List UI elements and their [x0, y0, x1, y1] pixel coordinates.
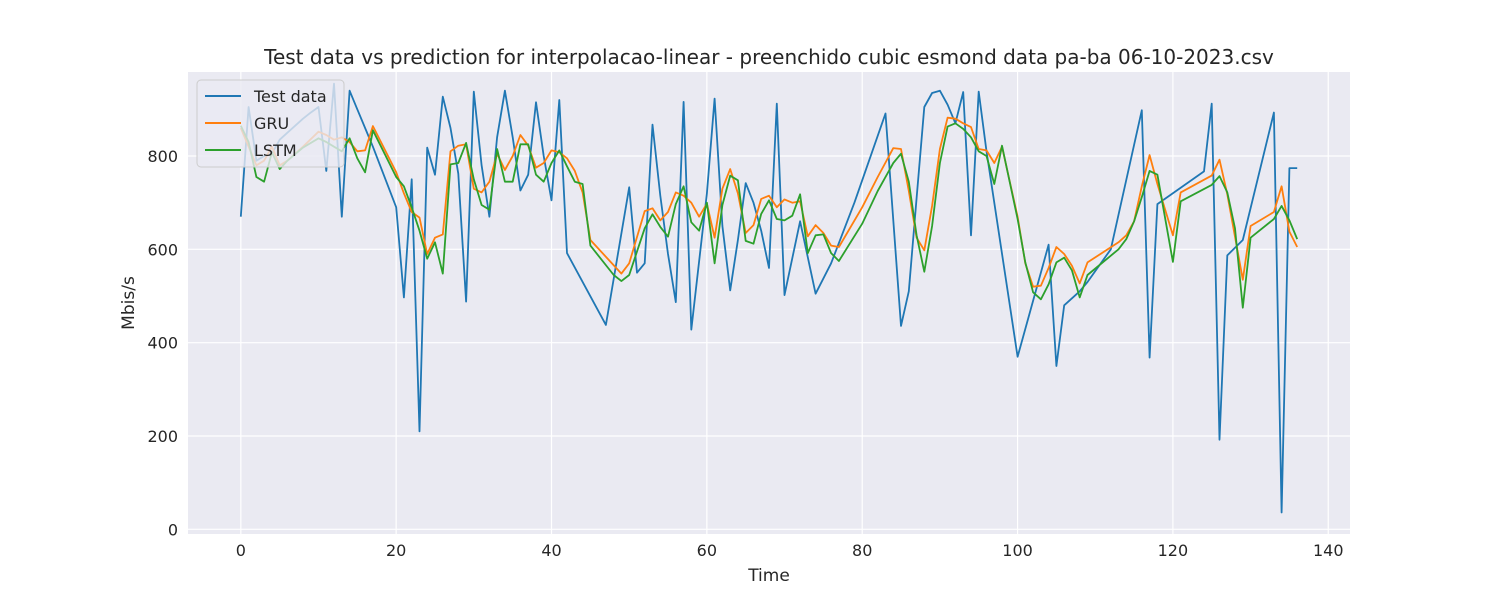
plot-background: [188, 72, 1350, 534]
series-line-lstm: [239, 122, 1299, 309]
legend-box: [196, 79, 345, 168]
series-line-gru: [239, 116, 1299, 288]
y-tick-label: 400: [147, 334, 178, 353]
x-tick-label: 140: [1313, 541, 1344, 560]
y-tick-labels: 0 200 400 600 800: [147, 147, 178, 539]
x-tick-label: 120: [1158, 541, 1189, 560]
chart-title: Test data vs prediction for interpolacao…: [263, 45, 1274, 69]
series-line-test-data: [239, 82, 1298, 514]
series-layer: [239, 82, 1299, 514]
x-tick-labels: 0 20 40 60 80 100 120 140: [236, 541, 1344, 560]
grid: [188, 72, 1350, 534]
legend-label: Test data: [253, 87, 327, 106]
x-tick-label: 100: [1002, 541, 1033, 560]
y-axis-label: Mbis/s: [119, 276, 139, 330]
y-tick-label: 0: [168, 520, 178, 539]
y-tick-label: 600: [147, 240, 178, 259]
x-tick-label: 60: [697, 541, 717, 560]
x-axis-label: Time: [747, 566, 790, 586]
y-tick-label: 800: [147, 147, 178, 166]
y-tick-label: 200: [147, 427, 178, 446]
x-tick-label: 20: [386, 541, 406, 560]
x-tick-label: 80: [852, 541, 872, 560]
legend: Test data GRU LSTM: [196, 79, 345, 168]
x-tick-label: 40: [541, 541, 561, 560]
legend-label: LSTM: [254, 141, 297, 160]
x-tick-label: 0: [236, 541, 246, 560]
legend-label: GRU: [254, 114, 289, 133]
